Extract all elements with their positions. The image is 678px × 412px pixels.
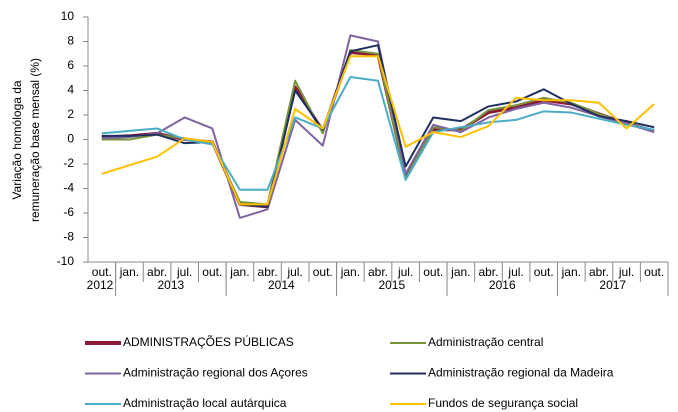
legend-label: Administração regional da Madeira	[428, 366, 614, 380]
y-tick-label: 0	[67, 132, 74, 146]
x-tick-label: jan.	[229, 265, 249, 279]
x-tick-label: jan.	[561, 265, 581, 279]
y-tick-label: 8	[67, 34, 74, 48]
x-tick-label: jan.	[119, 265, 139, 279]
x-tick-label: abr.	[589, 265, 609, 279]
x-tick-label: out.	[534, 265, 554, 279]
y-tick-label: 6	[67, 58, 74, 72]
x-tick-label: jul.	[397, 265, 413, 279]
y-axis-label: remuneração base mensal (%)	[28, 58, 42, 222]
x-tick-label: jul.	[507, 265, 523, 279]
x-group-label: 2016	[489, 278, 516, 292]
x-group-label: 2012	[87, 278, 114, 292]
legend-label: ADMINISTRAÇÕES PÚBLICAS	[123, 334, 294, 349]
legend-label: Fundos de segurança social	[428, 396, 578, 410]
x-tick-label: jan.	[450, 265, 470, 279]
x-tick-label: abr.	[147, 265, 167, 279]
series-line	[101, 51, 655, 209]
y-tick-label: 10	[61, 9, 75, 23]
y-tick-label: 4	[67, 83, 74, 97]
series-line	[101, 76, 655, 191]
x-tick-label: abr.	[368, 265, 388, 279]
x-tick-label: abr.	[478, 265, 498, 279]
x-tick-label: jul.	[286, 265, 302, 279]
series-line	[101, 55, 655, 206]
x-tick-label: out.	[92, 265, 112, 279]
series-line	[101, 49, 655, 206]
x-tick-label: out.	[313, 265, 333, 279]
y-tick-label: -10	[57, 254, 75, 268]
x-group-label: 2017	[599, 278, 626, 292]
y-axis-label: Variação homóloga da	[10, 80, 24, 200]
legend-label: Administração regional dos Açores	[123, 366, 308, 380]
legend-label: Administração local autárquica	[123, 396, 287, 410]
y-tick-label: -4	[63, 181, 74, 195]
y-tick-label: -6	[63, 205, 74, 219]
x-tick-label: out.	[423, 265, 443, 279]
x-tick-label: jul.	[176, 265, 192, 279]
x-group-label: 2013	[158, 278, 185, 292]
y-tick-label: 2	[67, 107, 74, 121]
x-tick-label: out.	[644, 265, 664, 279]
x-tick-label: jan.	[340, 265, 360, 279]
x-group-label: 2014	[268, 278, 295, 292]
x-tick-label: abr.	[258, 265, 278, 279]
series-line	[101, 34, 655, 219]
y-tick-label: -2	[63, 156, 74, 170]
legend-label: Administração central	[428, 335, 543, 349]
x-tick-label: jul.	[618, 265, 634, 279]
x-tick-label: out.	[202, 265, 222, 279]
y-tick-label: -8	[63, 230, 74, 244]
x-group-label: 2015	[378, 278, 405, 292]
series-line	[101, 44, 655, 208]
